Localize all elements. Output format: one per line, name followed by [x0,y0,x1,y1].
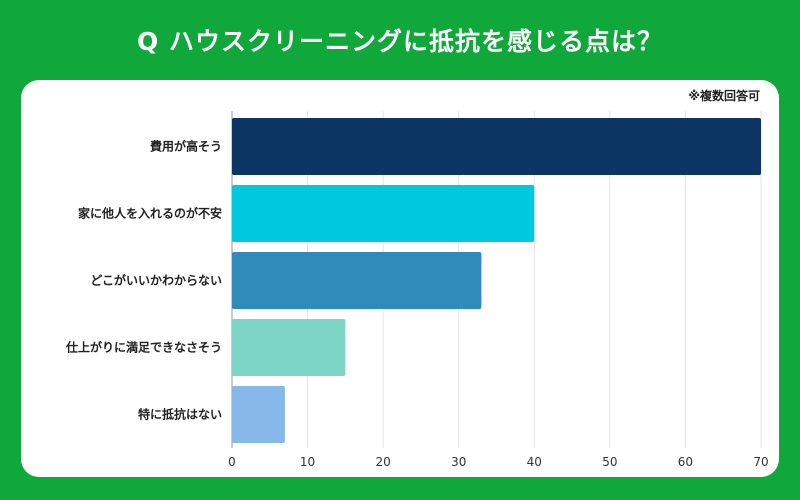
x-tick-labels: 0 10 20 30 40 50 60 70 [228,455,768,469]
category-label: どこがいいかわからない [90,273,222,288]
bars [232,118,761,443]
category-label: 仕上がりに満足できなさそう [65,340,222,355]
x-tick-label: 30 [451,455,466,469]
multiple-answer-note: ※複数回答可 [688,89,760,103]
category-labels: 費用が高そう家に他人を入れるのが不安どこがいいかわからない仕上がりに満足できなさ… [65,139,222,422]
x-tick-label: 60 [678,455,693,469]
x-tick-label: 20 [376,455,391,469]
category-label: 費用が高そう [150,139,222,154]
bar [232,386,285,443]
x-tick-label: 0 [228,455,236,469]
x-tick-label: 70 [753,455,768,469]
category-label: 家に他人を入れるのが不安 [78,206,222,221]
x-tick-label: 50 [602,455,617,469]
bar [232,118,761,175]
bar [232,319,346,376]
bar [232,185,535,242]
chart-title: Q ハウスクリーニングに抵抗を感じる点は？ [137,27,663,56]
x-tick-label: 10 [300,455,315,469]
category-label: 特に抵抗はない [138,407,222,422]
bar [232,252,482,309]
x-tick-label: 40 [527,455,542,469]
